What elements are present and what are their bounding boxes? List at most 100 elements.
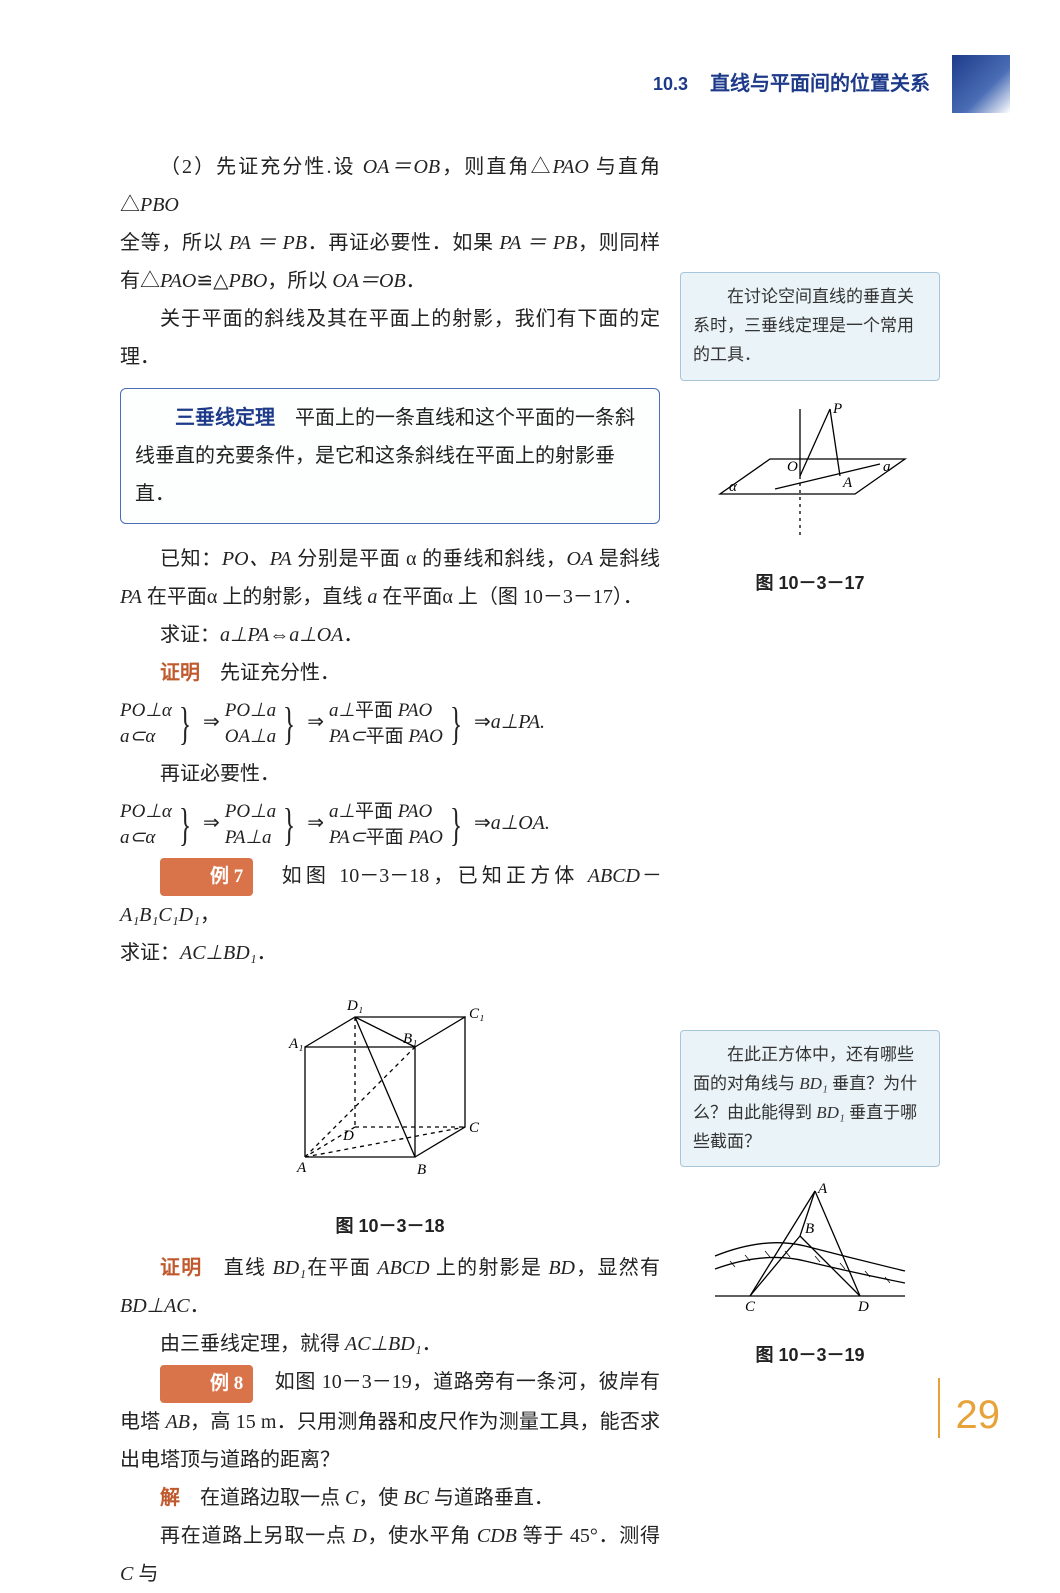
page-number-bar xyxy=(938,1378,940,1438)
paragraph-1b: 全等，所以 PA ＝ PB．再证必要性．如果 PA ＝ PB，则同样有△PAO≌… xyxy=(120,224,660,300)
svg-text:C: C xyxy=(469,1120,480,1136)
svg-text:A: A xyxy=(842,475,853,491)
math: C xyxy=(345,1487,358,1509)
header-decor-block xyxy=(952,55,1010,113)
t: 平面 xyxy=(355,700,393,721)
theorem-box: 三垂线定理 平面上的一条直线和这个平面的一条斜线垂直的充要条件，是它和这条斜线在… xyxy=(120,388,660,524)
text: ，使水平角 xyxy=(367,1525,477,1547)
text: 再在道路上另取一点 xyxy=(160,1525,352,1547)
m: a⊂α xyxy=(120,724,172,750)
svg-text:B: B xyxy=(417,1162,426,1178)
m: PAO xyxy=(404,726,443,747)
svg-text:D₁: D₁ xyxy=(346,998,363,1014)
theorem-indent xyxy=(135,407,175,429)
m: OA⊥a xyxy=(225,724,276,750)
text: 在平面α 上的射影，直线 xyxy=(142,586,367,608)
math: OA xyxy=(566,548,593,570)
page-header: 10.3 直线与平面间的位置关系 xyxy=(653,55,1010,113)
text: 在平面 xyxy=(306,1257,377,1279)
math: BD₁ xyxy=(816,1103,845,1122)
example-8: 例 8 如图 10－3－19，道路旁有一条河，彼岸有电塔 AB，高 15 m．只… xyxy=(120,1363,660,1478)
proof-label: 证明 xyxy=(160,662,200,684)
svg-text:a: a xyxy=(883,459,891,475)
side-column: 在讨论空间直线的垂直关系时，三垂线定理是一个常用的工具． P O A a α 图… xyxy=(680,272,940,1373)
text: ≌△ xyxy=(196,270,228,292)
math: BD⊥AC xyxy=(120,1295,190,1317)
proof-necessity: 再证必要性． xyxy=(120,755,660,793)
example-badge: 例 7 xyxy=(160,858,253,896)
text: 如图 10－3－18，已知正方体 xyxy=(253,865,588,887)
section-title: 直线与平面间的位置关系 xyxy=(710,65,930,103)
m: PO⊥α xyxy=(120,698,172,724)
math: AC⊥BD₁ xyxy=(345,1333,422,1355)
text: ． xyxy=(257,942,277,964)
m: PO⊥a xyxy=(225,698,276,724)
text: 与 xyxy=(133,1563,158,1585)
brace-icon: } xyxy=(179,703,191,744)
text: ， xyxy=(200,904,220,926)
svg-text:D: D xyxy=(857,1299,869,1315)
m: PAO xyxy=(393,700,432,721)
section-number: 10.3 xyxy=(653,67,688,101)
text: 求证： xyxy=(120,942,180,964)
m: a⊂α xyxy=(120,825,172,851)
proof-sufficiency: 证明 先证充分性． xyxy=(120,654,660,692)
svg-text:A₁: A₁ xyxy=(288,1036,303,1052)
math: PA ＝ PB xyxy=(229,232,307,254)
m: a⊥PA. xyxy=(491,711,545,733)
text: （2）先证充分性.设 xyxy=(160,156,363,178)
math: ABCD xyxy=(377,1257,429,1279)
figure-19-caption: 图 10－3－19 xyxy=(680,1338,940,1372)
figure-17: P O A a α 图 10－3－17 xyxy=(680,399,940,600)
text: ，高 15 m．只用测角器和皮尺作为测量工具，能否求出电塔顶与道路的距离？ xyxy=(120,1411,660,1471)
math: BD₁ xyxy=(799,1074,828,1093)
text: ． xyxy=(406,270,426,292)
cube-icon: A B C D A₁ B₁ C₁ D₁ xyxy=(275,982,505,1192)
math-chain-1: PO⊥α a⊂α } ⇒ PO⊥a OA⊥a } ⇒ a⊥平面 PAO PA⊂平… xyxy=(120,698,660,749)
math: PO、PA xyxy=(222,548,292,570)
m: PAO xyxy=(393,801,432,822)
paragraph-1: （2）先证充分性.设 OA＝OB，则直角△PAO 与直角△PBO xyxy=(120,148,660,224)
text: ，所以 xyxy=(267,270,327,292)
svg-text:P: P xyxy=(832,401,842,417)
plane-diagram-icon: P O A a α xyxy=(705,399,915,549)
theorem-label: 三垂线定理 xyxy=(175,407,275,429)
svg-text:A: A xyxy=(817,1181,828,1197)
text: ．再证必要性．如果 xyxy=(307,232,499,254)
brace-icon: } xyxy=(283,804,295,845)
svg-text:A: A xyxy=(296,1160,307,1176)
text: ． xyxy=(343,624,363,646)
svg-text:O: O xyxy=(787,459,798,475)
text: 求证： xyxy=(160,624,220,646)
t: 平面 xyxy=(355,801,393,822)
math: BC xyxy=(403,1487,429,1509)
m: PO⊥a xyxy=(225,799,276,825)
math: PBO xyxy=(140,194,179,216)
math: a xyxy=(367,586,377,608)
m: a⊥ xyxy=(329,801,355,822)
math: BD xyxy=(548,1257,575,1279)
svg-text:C: C xyxy=(745,1299,756,1315)
proof-label: 证明 xyxy=(160,1257,203,1279)
m: a⊥ xyxy=(329,700,355,721)
math-chain-2: PO⊥α a⊂α } ⇒ PO⊥a PA⊥a } ⇒ a⊥平面 PAO PA⊂平… xyxy=(120,799,660,850)
m: a⊥OA. xyxy=(491,813,550,835)
math: CDB xyxy=(477,1525,517,1547)
margin-note-2: 在此正方体中，还有哪些面的对角线与 BD₁ 垂直？为什么？由此能得到 BD₁ 垂… xyxy=(680,1030,940,1168)
math: PAO xyxy=(553,156,589,178)
svg-text:C₁: C₁ xyxy=(469,1006,484,1022)
proof-3b: 由三垂线定理，就得 AC⊥BD₁． xyxy=(120,1325,660,1363)
text: 在平面α 上（图 10－3－17）． xyxy=(377,586,642,608)
m: PA⊥a xyxy=(225,825,276,851)
prove-line: 求证：a⊥PA⇔a⊥OA． xyxy=(120,616,660,654)
math: OA＝OB xyxy=(363,156,440,178)
text: 在道路边取一点 xyxy=(180,1487,345,1509)
text: ． xyxy=(422,1333,442,1355)
math: PAO xyxy=(160,270,196,292)
math: C xyxy=(120,1563,133,1585)
river-diagram-icon: A B C D xyxy=(705,1181,915,1321)
text: ，显然有 xyxy=(575,1257,660,1279)
figure-19: A B C D 图 10－3－19 xyxy=(680,1181,940,1372)
text: 已知： xyxy=(160,548,222,570)
given-line: 已知：PO、PA 分别是平面 α 的垂线和斜线，OA 是斜线 PA 在平面α 上… xyxy=(120,540,660,616)
